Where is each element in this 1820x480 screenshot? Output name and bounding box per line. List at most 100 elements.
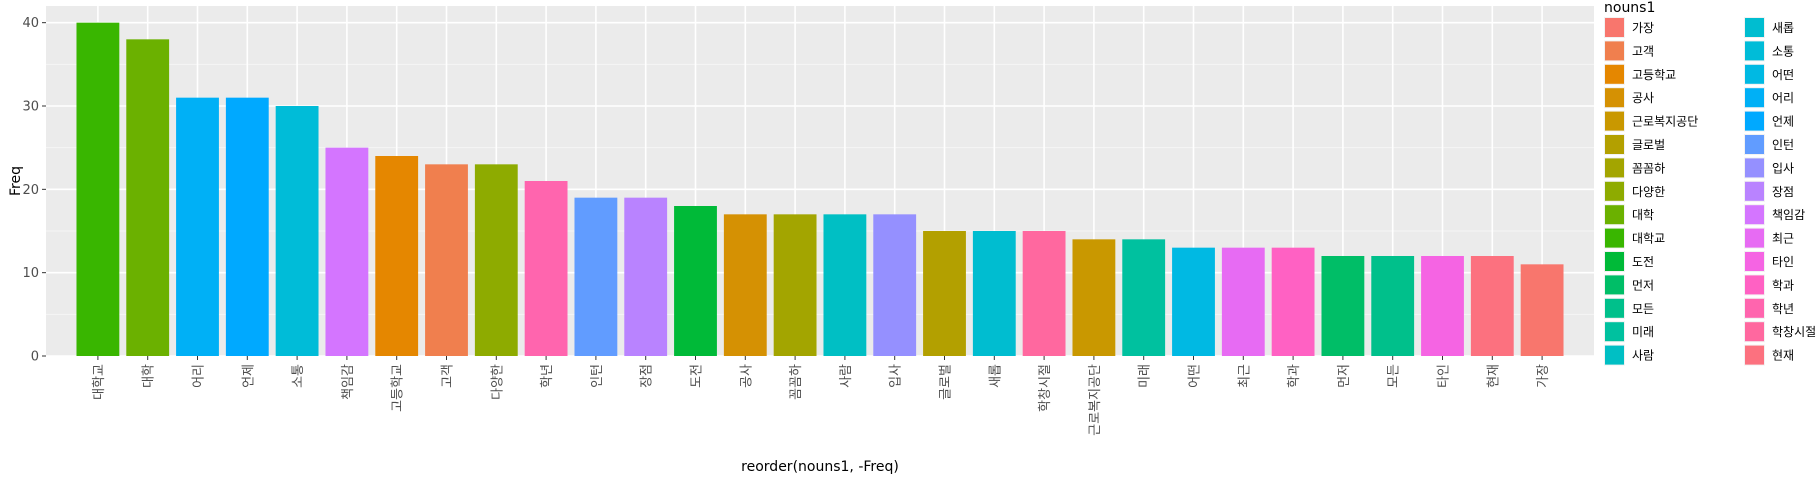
legend-key-현재 (1745, 345, 1764, 365)
x-tick-label: 어리 (192, 364, 207, 388)
legend-key-근로복지공단 (1605, 111, 1624, 131)
bar-소통 (275, 106, 319, 356)
legend-label: 새롭 (1772, 21, 1794, 35)
bar-책임감 (325, 147, 369, 356)
legend-label: 어리 (1772, 91, 1794, 105)
legend-label: 사람 (1632, 349, 1654, 363)
bar-다양한 (474, 164, 518, 356)
bar-가장 (1520, 264, 1564, 356)
x-tick-label: 타인 (1437, 364, 1452, 388)
bar-학창시절 (1022, 231, 1066, 356)
bar-공사 (723, 214, 767, 356)
y-tick-label: 30 (22, 100, 39, 115)
y-axis-title: Freq (8, 166, 24, 196)
x-tick-label: 꼼꼼하 (789, 364, 804, 400)
x-tick-label: 근로복지공단 (1088, 364, 1103, 436)
x-tick-label: 고객 (441, 364, 456, 388)
legend-key-어떤 (1745, 64, 1764, 84)
x-tick-label: 가장 (1536, 364, 1551, 388)
y-tick-label: 10 (22, 266, 39, 281)
legend-key-인턴 (1745, 135, 1764, 154)
bar-근로복지공단 (1072, 239, 1116, 356)
x-tick-label: 어떤 (1188, 364, 1203, 388)
legend-label: 대학교 (1632, 232, 1665, 246)
bar-사람 (823, 214, 867, 356)
bar-어떤 (1172, 247, 1215, 356)
legend-label: 먼저 (1632, 278, 1654, 292)
legend-key-꼼꼼하 (1605, 158, 1624, 178)
bar-언제 (225, 97, 269, 357)
legend-key-미래 (1605, 322, 1624, 342)
legend-key-도전 (1605, 252, 1624, 271)
legend-key-글로벌 (1605, 135, 1624, 154)
legend-key-학창시절 (1745, 322, 1764, 342)
legend-key-먼저 (1605, 275, 1624, 295)
legend-key-고등학교 (1605, 64, 1624, 84)
legend-key-최근 (1745, 228, 1764, 248)
legend-label: 학과 (1772, 278, 1794, 292)
bar-타인 (1421, 256, 1464, 356)
legend-title: nouns1 (1604, 0, 1655, 16)
x-tick-label: 장점 (640, 364, 655, 388)
legend-key-장점 (1745, 181, 1764, 201)
legend-label: 글로벌 (1632, 138, 1665, 152)
bar-학과 (1271, 247, 1315, 356)
x-tick-label: 인턴 (590, 364, 605, 388)
bar-꼼꼼하 (773, 214, 817, 356)
y-axis: 0 10 20 30 40 (22, 16, 46, 365)
bar-입사 (873, 214, 917, 356)
x-tick-label: 다양한 (490, 364, 505, 400)
legend-key-어리 (1745, 88, 1764, 108)
legend-key-가장 (1605, 18, 1624, 37)
legend-key-사람 (1605, 345, 1624, 365)
bar-최근 (1221, 247, 1265, 356)
bars (76, 22, 1564, 357)
bar-대학 (126, 39, 170, 356)
legend-key-소통 (1745, 41, 1764, 61)
x-tick-label: 현재 (1486, 364, 1501, 388)
y-tick-label: 40 (22, 16, 39, 31)
x-tick-label: 입사 (889, 364, 904, 388)
legend-key-학과 (1745, 275, 1764, 295)
x-tick-label: 학창시절 (1038, 364, 1053, 412)
x-tick-label: 도전 (690, 364, 705, 388)
legend-key-대학 (1605, 205, 1624, 225)
x-tick-label: 책임감 (341, 364, 356, 400)
legend-label: 도전 (1632, 255, 1654, 269)
x-tick-label: 학년 (540, 364, 555, 388)
legend-key-입사 (1745, 158, 1764, 178)
x-tick-label: 모든 (1387, 364, 1402, 388)
legend-label: 다양한 (1632, 185, 1665, 199)
legend-label: 모든 (1632, 302, 1654, 316)
legend-label: 장점 (1772, 185, 1794, 199)
x-tick-label: 고등학교 (391, 364, 406, 412)
x-tick-label: 공사 (739, 364, 754, 388)
legend-key-새롭 (1745, 18, 1764, 37)
legend-key-대학교 (1605, 228, 1624, 248)
bar-글로벌 (923, 231, 966, 356)
x-tick-label: 최근 (1237, 364, 1252, 388)
x-tick-label: 먼저 (1337, 364, 1352, 388)
legend-label: 소통 (1772, 44, 1794, 58)
x-tick-label: 소통 (291, 364, 306, 388)
legend-label: 공사 (1632, 91, 1654, 105)
legend-key-타인 (1745, 252, 1764, 271)
legend-label: 근로복지공단 (1632, 115, 1698, 129)
bar-모든 (1371, 256, 1415, 356)
bar-어리 (176, 97, 219, 357)
legend-label: 최근 (1772, 232, 1794, 246)
legend-label: 타인 (1772, 255, 1794, 269)
x-tick-label: 언제 (241, 364, 256, 388)
legend-label: 현재 (1772, 349, 1794, 363)
bar-고객 (425, 164, 468, 356)
x-tick-label: 대학 (142, 364, 157, 388)
legend-label: 학년 (1772, 302, 1794, 316)
legend-label: 가장 (1632, 21, 1654, 35)
legend-key-학년 (1745, 298, 1764, 318)
legend-label: 대학 (1632, 208, 1654, 222)
bar-현재 (1470, 256, 1514, 356)
bar-도전 (674, 206, 717, 356)
bar-먼저 (1321, 256, 1365, 356)
x-tick-label: 사람 (839, 364, 854, 388)
